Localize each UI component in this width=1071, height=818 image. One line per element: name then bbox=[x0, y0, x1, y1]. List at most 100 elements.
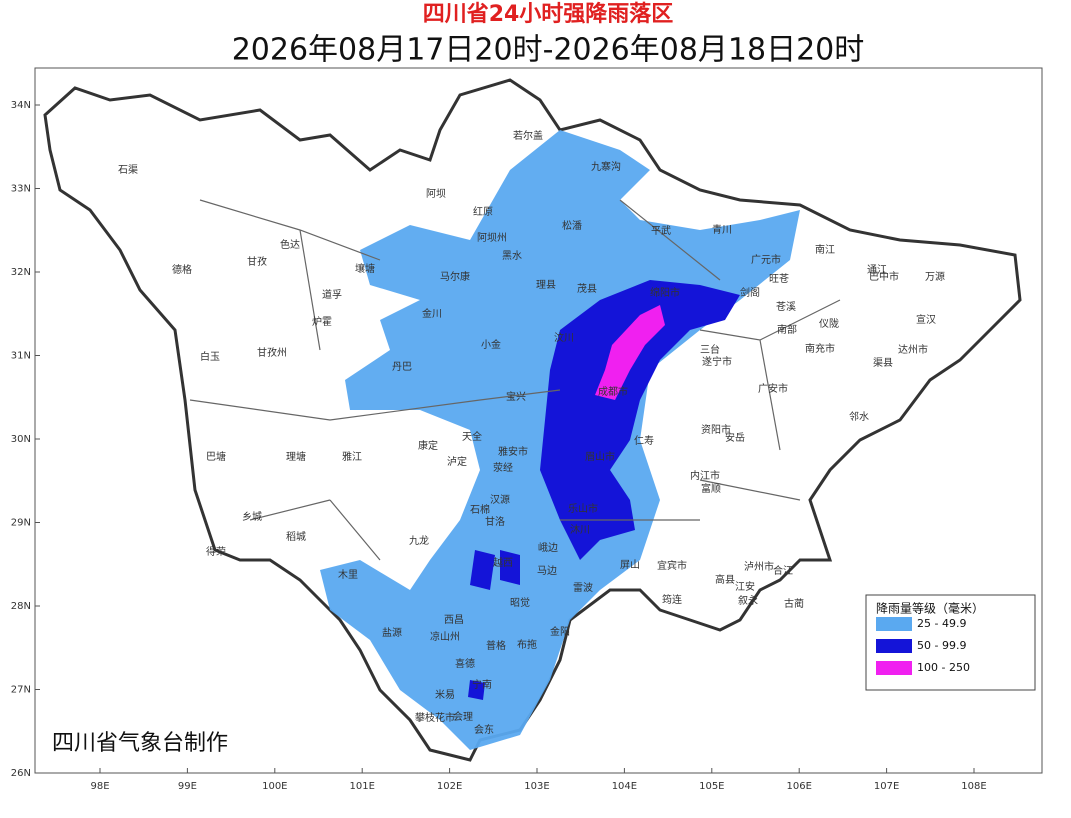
rain-area-heavy bbox=[540, 280, 740, 560]
place-label: 西昌 bbox=[444, 614, 464, 626]
lon-label: 105E bbox=[699, 781, 724, 792]
lat-label: 26N bbox=[11, 768, 31, 779]
rain-area-extreme bbox=[595, 305, 665, 400]
place-label: 富顺 bbox=[701, 482, 721, 495]
place-label: 普格 bbox=[486, 639, 506, 652]
place-label: 荥经 bbox=[493, 461, 513, 474]
place-label: 旺苍 bbox=[769, 272, 789, 285]
place-label: 甘孜 bbox=[247, 255, 267, 268]
place-label: 平武 bbox=[651, 224, 671, 237]
place-label: 凉山州 bbox=[430, 630, 460, 643]
credit: 四川省气象台制作 bbox=[52, 731, 228, 756]
legend-swatch bbox=[876, 617, 912, 631]
place-label: 筠连 bbox=[662, 593, 682, 606]
place-label: 宁南 bbox=[472, 678, 492, 691]
place-label: 黑水 bbox=[502, 250, 522, 262]
lat-label: 32N bbox=[11, 267, 31, 278]
place-label: 南充市 bbox=[805, 342, 835, 355]
place-label: 乡城 bbox=[242, 511, 262, 523]
place-label: 苍溪 bbox=[776, 300, 796, 313]
place-label: 甘孜州 bbox=[257, 346, 287, 359]
place-label: 昭觉 bbox=[510, 597, 530, 609]
place-label: 阿坝 bbox=[426, 188, 446, 200]
lon-label: 103E bbox=[524, 781, 549, 792]
title: 四川省24小时强降雨落区 bbox=[423, 2, 674, 27]
lon-label: 107E bbox=[874, 781, 899, 792]
place-label: 宜宾市 bbox=[657, 559, 687, 572]
place-label: 通江 bbox=[867, 264, 887, 276]
place-label: 沐川 bbox=[570, 523, 590, 536]
lon-label: 99E bbox=[178, 781, 197, 792]
place-label: 炉霍 bbox=[312, 316, 332, 328]
lat-label: 30N bbox=[11, 434, 31, 445]
lon-label: 108E bbox=[961, 781, 986, 792]
place-label: 雷波 bbox=[573, 581, 593, 594]
legend-swatch bbox=[876, 639, 912, 653]
place-label: 泸定 bbox=[447, 455, 467, 468]
place-label: 九龙 bbox=[409, 534, 429, 547]
place-label: 绵阳市 bbox=[650, 286, 680, 299]
place-label: 金阳 bbox=[550, 625, 570, 638]
place-label: 安岳 bbox=[725, 431, 745, 444]
place-label: 巴中市 bbox=[869, 270, 899, 283]
place-label: 天全 bbox=[462, 430, 482, 443]
place-label: 九寨沟 bbox=[591, 160, 621, 173]
rain-area-heavy-spots bbox=[468, 550, 520, 700]
place-label: 万源 bbox=[925, 270, 945, 283]
place-label: 石棉 bbox=[470, 503, 490, 516]
place-label: 合江 bbox=[773, 564, 793, 577]
place-label: 喜德 bbox=[455, 657, 475, 670]
place-label: 三台 bbox=[700, 343, 720, 356]
place-label: 古蔺 bbox=[784, 597, 804, 610]
place-label: 遂宁市 bbox=[702, 355, 732, 368]
place-label: 阿坝州 bbox=[477, 232, 507, 244]
place-label: 色达 bbox=[280, 238, 300, 251]
place-label: 渠县 bbox=[873, 357, 893, 369]
legend-title: 降雨量等级（毫米） bbox=[876, 601, 984, 616]
place-label: 叙永 bbox=[738, 594, 758, 607]
place-label: 康定 bbox=[418, 439, 438, 452]
place-label: 米易 bbox=[435, 688, 455, 701]
place-label: 汉源 bbox=[490, 493, 510, 506]
place-label: 广元市 bbox=[751, 253, 781, 266]
place-label: 马边 bbox=[537, 565, 557, 577]
place-label: 会东 bbox=[474, 723, 494, 736]
place-label: 若尔盖 bbox=[513, 129, 543, 142]
place-label: 稻城 bbox=[286, 531, 306, 543]
place-label: 乐山市 bbox=[568, 502, 598, 515]
lon-label: 101E bbox=[349, 781, 374, 792]
place-label: 理县 bbox=[536, 279, 556, 291]
place-label: 剑阁 bbox=[740, 286, 760, 299]
place-label: 得荣 bbox=[206, 546, 226, 558]
place-label: 广安市 bbox=[758, 382, 788, 395]
place-label: 红原 bbox=[473, 205, 493, 218]
place-label: 甘洛 bbox=[485, 515, 505, 528]
place-label: 雅安市 bbox=[498, 445, 528, 458]
map bbox=[43, 78, 1022, 762]
place-label: 眉山市 bbox=[585, 450, 615, 463]
lat-label: 33N bbox=[11, 184, 31, 195]
lat-label: 31N bbox=[11, 351, 31, 362]
place-label: 丹巴 bbox=[392, 361, 412, 373]
place-label: 理塘 bbox=[286, 450, 306, 463]
place-label: 会理 bbox=[453, 710, 473, 723]
place-label: 青川 bbox=[712, 223, 732, 236]
place-label: 成都市 bbox=[598, 385, 628, 398]
place-label: 雅江 bbox=[342, 450, 362, 463]
place-label: 布拖 bbox=[517, 638, 537, 651]
place-label: 仪陇 bbox=[819, 317, 839, 330]
place-label: 盐源 bbox=[382, 626, 402, 639]
lat-label: 28N bbox=[11, 601, 31, 612]
lat-label: 29N bbox=[11, 518, 31, 529]
place-label: 木里 bbox=[338, 569, 358, 581]
legend-label: 100 - 250 bbox=[917, 661, 970, 674]
place-label: 壤塘 bbox=[355, 262, 375, 275]
place-label: 江安 bbox=[735, 580, 755, 593]
boundaries bbox=[189, 199, 841, 561]
place-label: 屏山 bbox=[620, 559, 640, 571]
place-label: 道孚 bbox=[322, 288, 342, 301]
lon-label: 104E bbox=[612, 781, 637, 792]
legend-label: 50 - 99.9 bbox=[917, 639, 966, 652]
place-label: 松潘 bbox=[562, 219, 582, 232]
place-label: 小金 bbox=[481, 338, 501, 351]
